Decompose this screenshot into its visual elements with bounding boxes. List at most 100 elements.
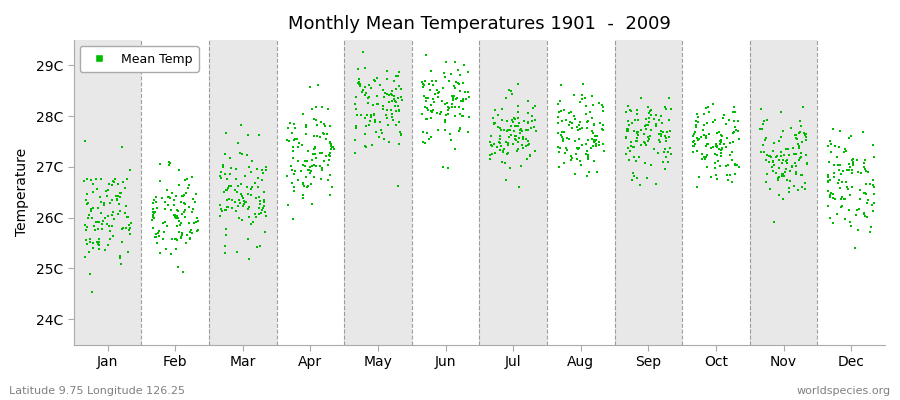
Point bbox=[220, 197, 234, 203]
Point bbox=[706, 119, 720, 125]
Point bbox=[105, 208, 120, 215]
Point bbox=[259, 164, 274, 170]
Point bbox=[565, 120, 580, 126]
Point bbox=[689, 184, 704, 191]
Point bbox=[214, 175, 229, 181]
Point bbox=[630, 175, 644, 182]
Point bbox=[230, 249, 244, 255]
Point bbox=[654, 120, 669, 126]
Point bbox=[416, 138, 430, 145]
Point bbox=[518, 118, 532, 124]
Point bbox=[86, 189, 100, 195]
Point bbox=[581, 156, 596, 162]
Point bbox=[827, 170, 842, 176]
Point bbox=[821, 188, 835, 194]
Point bbox=[492, 124, 507, 131]
Point bbox=[574, 142, 589, 148]
Point bbox=[488, 107, 502, 113]
Point bbox=[394, 131, 409, 137]
Point bbox=[655, 129, 670, 136]
Point bbox=[327, 146, 341, 152]
Point bbox=[459, 96, 473, 102]
Point bbox=[581, 137, 596, 143]
Point bbox=[248, 210, 263, 217]
Point bbox=[425, 108, 439, 115]
Point bbox=[659, 106, 673, 112]
Point bbox=[424, 108, 438, 114]
Point bbox=[295, 192, 310, 198]
Point bbox=[585, 93, 599, 99]
Point bbox=[514, 126, 528, 132]
Point bbox=[511, 146, 526, 152]
Point bbox=[84, 206, 98, 212]
Point bbox=[776, 128, 790, 134]
Point bbox=[234, 180, 248, 187]
Point bbox=[726, 104, 741, 110]
Point bbox=[852, 187, 867, 193]
Point bbox=[786, 164, 800, 170]
Point bbox=[420, 116, 435, 123]
Point bbox=[313, 150, 328, 156]
Point bbox=[824, 215, 838, 221]
Point bbox=[641, 134, 655, 141]
Point bbox=[453, 72, 467, 78]
Point bbox=[821, 178, 835, 184]
Point bbox=[446, 94, 460, 101]
Point bbox=[221, 204, 236, 210]
Point bbox=[418, 82, 432, 88]
Point bbox=[174, 220, 188, 226]
Point bbox=[283, 119, 297, 126]
Point bbox=[493, 135, 508, 142]
Point bbox=[759, 179, 773, 185]
Point bbox=[503, 165, 517, 172]
Point bbox=[845, 162, 859, 168]
Point bbox=[844, 223, 859, 229]
Point bbox=[317, 121, 331, 127]
Point bbox=[653, 112, 668, 119]
Point bbox=[307, 173, 321, 180]
Point bbox=[729, 126, 743, 133]
Point bbox=[86, 289, 100, 295]
Point bbox=[146, 214, 160, 220]
Point bbox=[564, 156, 579, 163]
Point bbox=[184, 174, 199, 181]
Point bbox=[423, 87, 437, 94]
Point bbox=[508, 116, 522, 122]
Point bbox=[506, 140, 520, 147]
Point bbox=[782, 185, 796, 191]
Point bbox=[709, 141, 724, 147]
Point bbox=[418, 140, 433, 146]
Point bbox=[317, 158, 331, 164]
Point bbox=[499, 95, 513, 101]
Point bbox=[238, 199, 253, 206]
Point bbox=[695, 151, 709, 158]
Point bbox=[437, 74, 452, 80]
Point bbox=[857, 164, 871, 170]
Point bbox=[441, 104, 455, 111]
Point bbox=[152, 250, 166, 257]
Point bbox=[158, 229, 172, 235]
Point bbox=[713, 141, 727, 148]
Point bbox=[597, 141, 611, 147]
Point bbox=[564, 109, 579, 115]
Point bbox=[866, 141, 880, 148]
Point bbox=[82, 248, 96, 255]
Point bbox=[571, 146, 585, 152]
Point bbox=[823, 177, 837, 183]
Point bbox=[587, 121, 601, 128]
Point bbox=[247, 219, 261, 226]
Point bbox=[437, 127, 452, 133]
Point bbox=[662, 117, 677, 123]
Point bbox=[86, 223, 101, 229]
Point bbox=[563, 153, 578, 159]
Point bbox=[859, 191, 873, 197]
Point bbox=[251, 175, 266, 182]
Point bbox=[493, 140, 508, 147]
Point bbox=[796, 130, 811, 136]
Point bbox=[352, 81, 366, 87]
Point bbox=[850, 156, 864, 163]
Point bbox=[431, 94, 446, 100]
Point bbox=[172, 218, 186, 224]
Point bbox=[373, 82, 387, 88]
Point bbox=[78, 237, 93, 243]
